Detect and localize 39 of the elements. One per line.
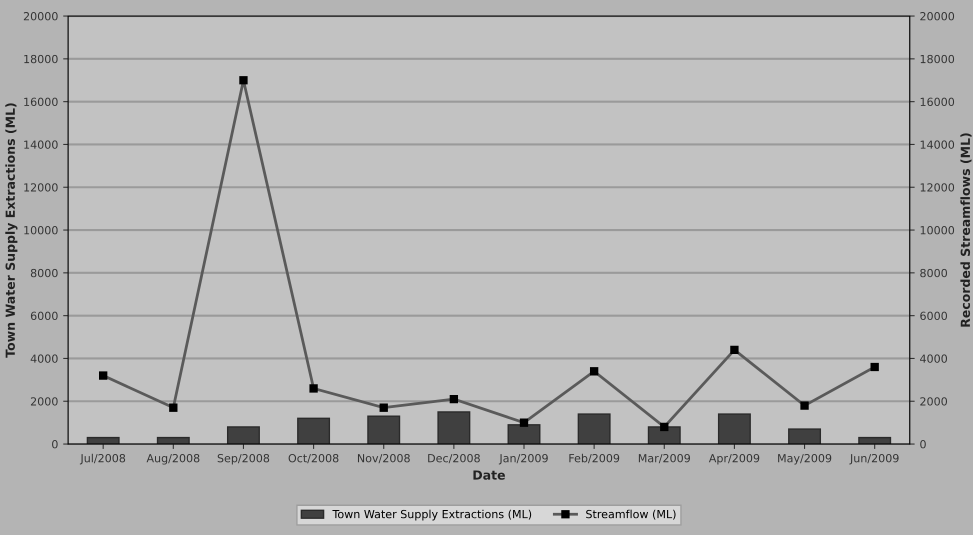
x-tick-label: Mar/2009 (638, 454, 690, 464)
y-tick-label: 0 (52, 440, 58, 448)
y2-tick-label: 18000 (920, 54, 954, 64)
y-tick-label: 2000 (30, 397, 58, 406)
y2-tick-label: 10000 (920, 226, 954, 234)
x-tick-label: Feb/2009 (569, 454, 620, 464)
y-tick-label: 6000 (30, 312, 58, 320)
x-tick-label: Jun/2009 (849, 454, 899, 464)
y-tick-label: 8000 (30, 268, 58, 278)
x-tick-label: Nov/2008 (358, 454, 410, 464)
y-tick-label: 12000 (24, 183, 58, 192)
y2-tick-label: 6000 (920, 312, 948, 320)
y2-tick-label: 16000 (920, 98, 954, 106)
y-tick-label: 4000 (30, 354, 58, 363)
y2-tick-label: 12000 (920, 183, 954, 192)
x-tick-label: Sep/2008 (218, 454, 270, 465)
y-tick-label: 14000 (24, 140, 58, 149)
y2-tick-label: 8000 (920, 268, 948, 278)
x-tick-label: Oct/2008 (288, 454, 338, 464)
y2-tick-label: 2000 (920, 397, 948, 406)
x-tick-label: Jan/2009 (498, 454, 548, 464)
y2-tick-label: 20000 (920, 12, 954, 20)
x-tick-label: Dec/2008 (428, 454, 480, 464)
y2-axis-title: Recorded Streamflows (ML) (960, 133, 972, 327)
y-tick-label: 10000 (24, 226, 58, 234)
y-tick-label: 16000 (24, 98, 58, 106)
y2-tick-label: 4000 (920, 354, 948, 363)
x-tick-label: Apr/2009 (708, 454, 760, 465)
legend-label: Streamflow (ML) (586, 510, 676, 520)
legend-label: Town Water Supply Extractions (ML) (332, 510, 532, 520)
x-tick-label: Aug/2008 (146, 454, 200, 465)
y2-tick-label: 0 (920, 440, 926, 448)
x-tick-label: Jul/2008 (80, 454, 126, 464)
y-axis-title: Town Water Supply Extractions (ML) (5, 103, 18, 358)
y-tick-label: 18000 (24, 54, 58, 64)
x-tick-label: May/2009 (778, 454, 832, 465)
y-tick-label: 20000 (24, 12, 58, 20)
y2-tick-label: 14000 (920, 140, 954, 149)
x-axis-title: Date (473, 470, 505, 480)
